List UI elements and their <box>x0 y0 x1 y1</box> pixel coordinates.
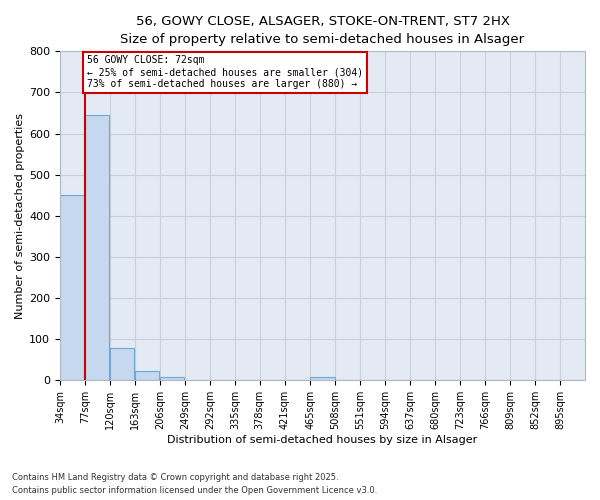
Bar <box>135 372 160 380</box>
Y-axis label: Number of semi-detached properties: Number of semi-detached properties <box>15 113 25 319</box>
Text: 56 GOWY CLOSE: 72sqm
← 25% of semi-detached houses are smaller (304)
73% of semi: 56 GOWY CLOSE: 72sqm ← 25% of semi-detac… <box>87 56 363 88</box>
X-axis label: Distribution of semi-detached houses by size in Alsager: Distribution of semi-detached houses by … <box>167 435 478 445</box>
Bar <box>160 377 184 380</box>
Bar <box>60 196 85 380</box>
Text: Contains HM Land Registry data © Crown copyright and database right 2025.
Contai: Contains HM Land Registry data © Crown c… <box>12 474 377 495</box>
Bar <box>85 115 109 380</box>
Bar <box>110 348 134 380</box>
Bar <box>310 377 335 380</box>
Title: 56, GOWY CLOSE, ALSAGER, STOKE-ON-TRENT, ST7 2HX
Size of property relative to se: 56, GOWY CLOSE, ALSAGER, STOKE-ON-TRENT,… <box>121 15 524 46</box>
